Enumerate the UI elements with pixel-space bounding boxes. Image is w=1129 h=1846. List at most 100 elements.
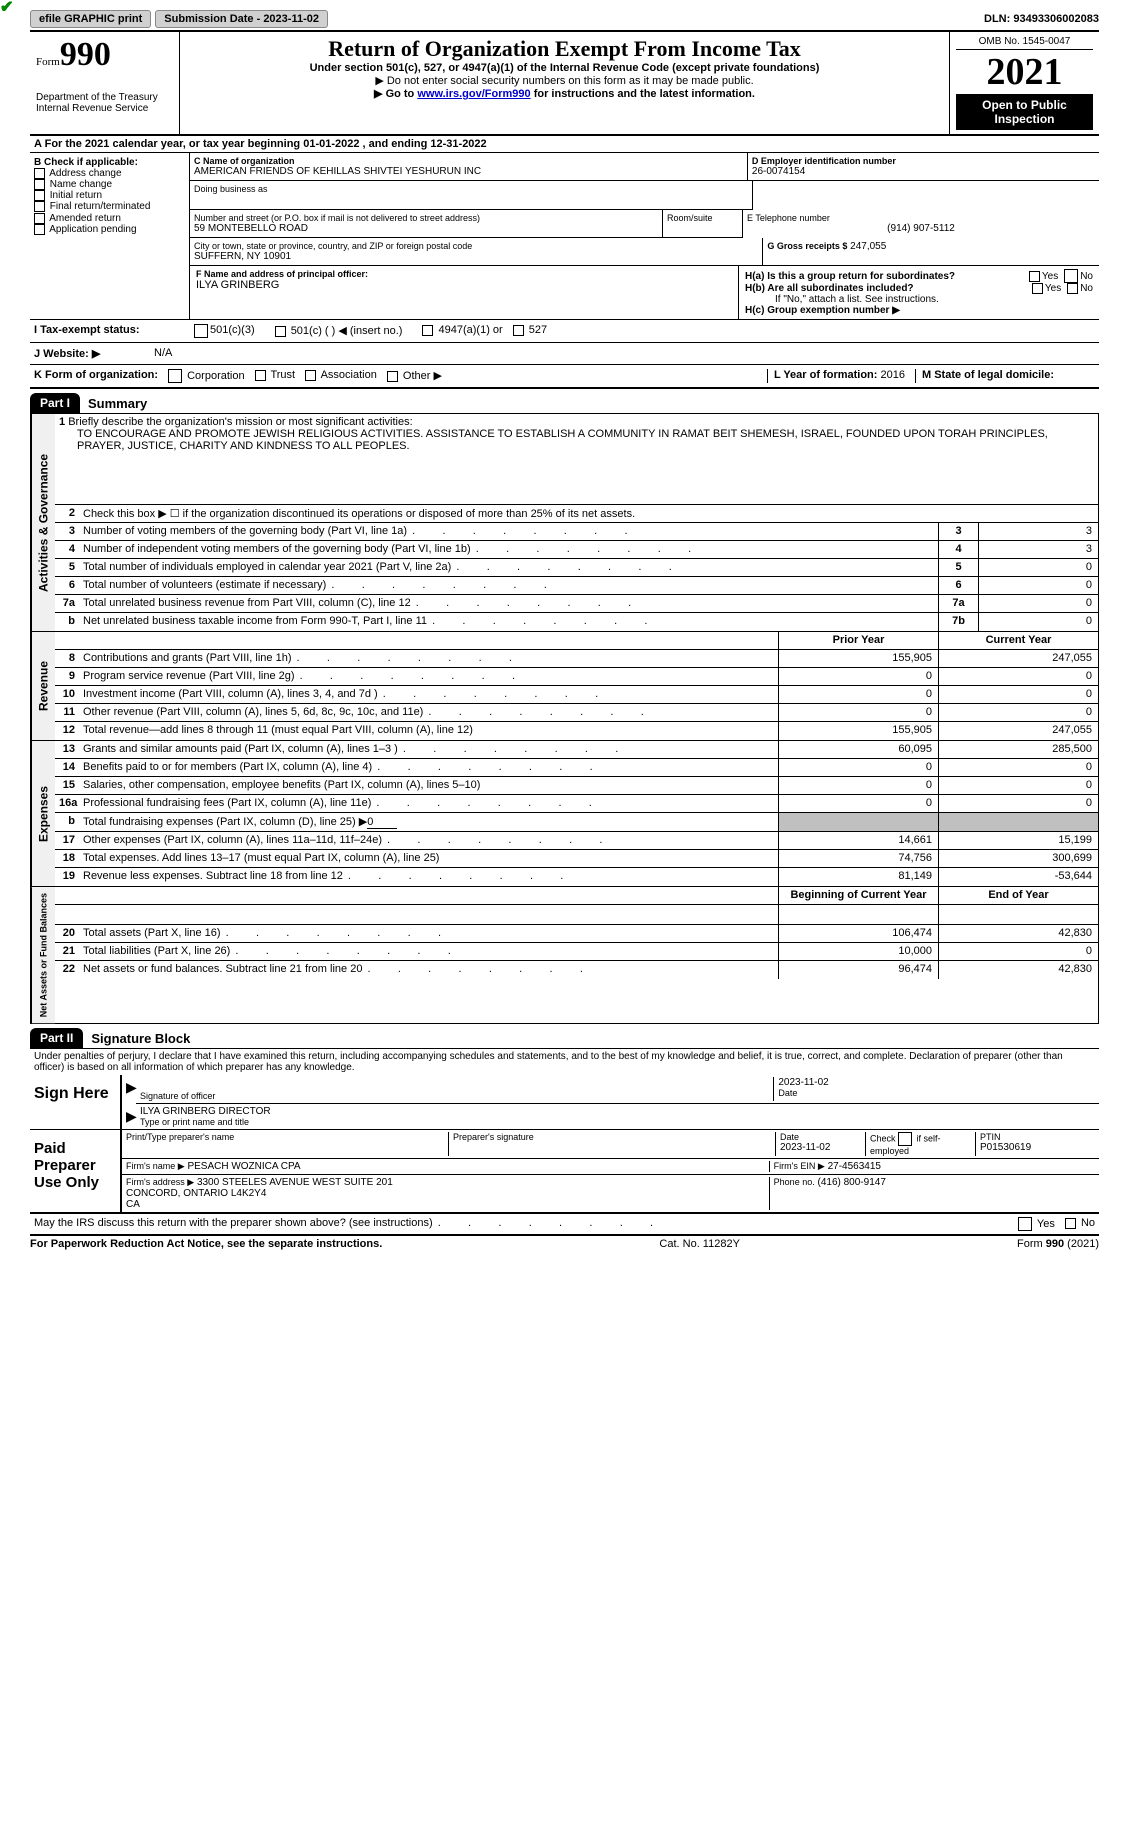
- line-7b: Net unrelated business taxable income fr…: [79, 613, 938, 631]
- perjury-text: Under penalties of perjury, I declare th…: [30, 1048, 1099, 1075]
- check-self-employed[interactable]: Check if self-employed: [865, 1132, 975, 1156]
- omb-number: OMB No. 1545-0047: [956, 36, 1093, 50]
- c21: 0: [938, 943, 1098, 960]
- line-21: Total liabilities (Part X, line 26): [79, 943, 778, 960]
- part-1-title: Summary: [88, 396, 147, 411]
- line-5: Total number of individuals employed in …: [79, 559, 938, 576]
- val-7b: 0: [978, 613, 1098, 631]
- line-6: Total number of volunteers (estimate if …: [79, 577, 938, 594]
- section-b-to-g: B Check if applicable: Address change Na…: [30, 153, 1099, 266]
- officer-name-title: ILYA GRINBERG DIRECTOR: [140, 1106, 1095, 1117]
- vert-net-assets: Net Assets or Fund Balances: [31, 887, 55, 1023]
- firm-ein-label: Firm's EIN ▶: [774, 1161, 825, 1171]
- k-corp-check[interactable]: [168, 369, 182, 383]
- sign-here-section: Sign Here ▶ Signature of officer 2023-11…: [30, 1075, 1099, 1130]
- tax-year: 2021: [956, 50, 1093, 94]
- discuss-no-check[interactable]: [1065, 1218, 1076, 1229]
- topbar: efile GRAPHIC print Submission Date - 20…: [30, 10, 1099, 28]
- paid-preparer-section: Paid Preparer Use Only Print/Type prepar…: [30, 1130, 1099, 1214]
- city-value: SUFFERN, NY 10901: [194, 251, 758, 262]
- c15: 0: [938, 777, 1098, 794]
- telephone-value: (914) 907-5112: [747, 223, 1095, 234]
- k-assoc-check[interactable]: [305, 370, 316, 381]
- sign-here-label: Sign Here: [30, 1075, 120, 1129]
- p20: 106,474: [778, 925, 938, 942]
- hb-yes-check[interactable]: [1032, 283, 1043, 294]
- check-address-change[interactable]: Address change: [34, 168, 185, 179]
- line-13: Grants and similar amounts paid (Part IX…: [79, 741, 778, 758]
- pra-notice: For Paperwork Reduction Act Notice, see …: [30, 1238, 382, 1250]
- c9: 0: [938, 668, 1098, 685]
- ha-yes-check[interactable]: [1029, 271, 1040, 282]
- i-label: I Tax-exempt status:: [34, 324, 194, 338]
- line-1-label: Briefly describe the organization's miss…: [68, 416, 412, 428]
- cat-number: Cat. No. 11282Y: [659, 1238, 740, 1250]
- submission-date-button[interactable]: Submission Date - 2023-11-02: [155, 10, 328, 28]
- e-label: E Telephone number: [747, 213, 1095, 223]
- line-10: Investment income (Part VIII, column (A)…: [79, 686, 778, 703]
- col-b-title: B Check if applicable:: [34, 157, 185, 168]
- line-9: Program service revenue (Part VIII, line…: [79, 668, 778, 685]
- discuss-yes-check[interactable]: [1018, 1217, 1032, 1231]
- street-label: Number and street (or P.O. box if mail i…: [194, 213, 658, 223]
- check-amended-return[interactable]: Amended return: [34, 213, 185, 224]
- dept-treasury: Department of the Treasury: [36, 92, 173, 103]
- subtitle-2: ▶ Do not enter social security numbers o…: [186, 74, 943, 87]
- current-year-head: Current Year: [938, 632, 1098, 649]
- part-1-header: Part I Summary: [30, 393, 1099, 413]
- line-4: Number of independent voting members of …: [79, 541, 938, 558]
- ha-no-check[interactable]: [1064, 269, 1078, 283]
- line-16a: Professional fundraising fees (Part IX, …: [79, 795, 778, 812]
- i-501c3-check[interactable]: [194, 324, 208, 338]
- val-3: 3: [978, 523, 1098, 540]
- h-a-label: H(a) Is this a group return for subordin…: [745, 271, 1029, 282]
- c14: 0: [938, 759, 1098, 776]
- p22: 96,474: [778, 961, 938, 979]
- form-title: Return of Organization Exempt From Incom…: [186, 36, 943, 62]
- i-4947-check[interactable]: [422, 325, 433, 336]
- i-501c-check[interactable]: [275, 326, 286, 337]
- firm-name-label: Firm's name ▶: [126, 1161, 185, 1171]
- part-2-title: Signature Block: [91, 1031, 190, 1046]
- p14: 0: [778, 759, 938, 776]
- form-label: Form: [36, 56, 60, 68]
- hb-no-check[interactable]: [1067, 283, 1078, 294]
- part-1-tab: Part I: [30, 393, 80, 413]
- j-label: J Website: ▶: [34, 347, 154, 360]
- activities-governance-table: Activities & Governance 1 Briefly descri…: [30, 413, 1099, 632]
- efile-button[interactable]: efile GRAPHIC print: [30, 10, 151, 28]
- check-name-change[interactable]: Name change: [34, 179, 185, 190]
- phone-value: (416) 800-9147: [818, 1177, 886, 1188]
- sig-officer-label: Signature of officer: [140, 1077, 773, 1101]
- g-label: G Gross receipts $: [767, 241, 847, 251]
- prior-year-head: Prior Year: [778, 632, 938, 649]
- paid-preparer-label: Paid Preparer Use Only: [30, 1130, 120, 1212]
- h-c-label: H(c) Group exemption number ▶: [745, 305, 1093, 316]
- m-label: M State of legal domicile:: [922, 369, 1054, 381]
- c8: 247,055: [938, 650, 1098, 667]
- firm-name: PESACH WOZNICA CPA: [187, 1161, 300, 1172]
- check-initial-return[interactable]: Initial return: [34, 190, 185, 201]
- form-number: 990: [60, 36, 111, 73]
- net-assets-table: Net Assets or Fund Balances Beginning of…: [30, 887, 1099, 1024]
- i-527-check[interactable]: [513, 325, 524, 336]
- k-other-check[interactable]: [387, 371, 398, 382]
- line-18: Total expenses. Add lines 13–17 (must eq…: [79, 850, 778, 867]
- prep-date: 2023-11-02: [780, 1142, 865, 1153]
- c19: -53,644: [938, 868, 1098, 886]
- c17: 15,199: [938, 832, 1098, 849]
- check-application-pending[interactable]: Application pending: [34, 224, 185, 235]
- city-label: City or town, state or province, country…: [194, 241, 758, 251]
- c22: 42,830: [938, 961, 1098, 979]
- line-12: Total revenue—add lines 8 through 11 (mu…: [79, 722, 778, 740]
- k-trust-check[interactable]: [255, 370, 266, 381]
- val-5: 0: [978, 559, 1098, 576]
- prep-date-label: Date: [780, 1132, 865, 1142]
- street-value: 59 MONTEBELLO ROAD: [194, 223, 658, 234]
- l-label: L Year of formation:: [774, 369, 878, 381]
- irs-link[interactable]: www.irs.gov/Form990: [417, 88, 530, 100]
- prep-name-label: Print/Type preparer's name: [126, 1132, 448, 1142]
- check-final-return[interactable]: Final return/terminated: [34, 201, 185, 212]
- type-print-label: Type or print name and title: [140, 1117, 1095, 1127]
- f-label: F Name and address of principal officer:: [196, 269, 732, 279]
